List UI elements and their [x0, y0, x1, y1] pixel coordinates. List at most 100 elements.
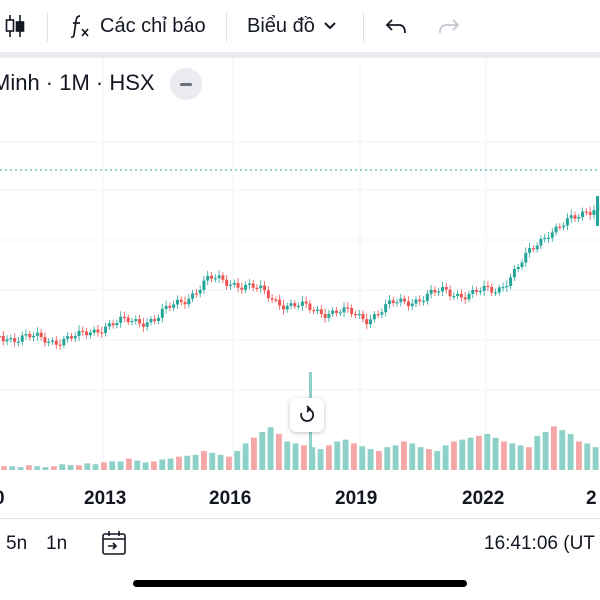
volume-bar	[1, 466, 7, 470]
volume-bar	[42, 467, 49, 470]
chart-style-button[interactable]	[4, 0, 26, 52]
candle-body	[157, 317, 161, 321]
rotate-icon	[300, 405, 315, 422]
collapse-legend-button[interactable]	[170, 68, 202, 100]
candle-body	[54, 340, 58, 345]
candle-body	[323, 314, 327, 318]
candle-body	[562, 225, 566, 228]
volume-bar	[151, 461, 157, 470]
volume-bar	[392, 445, 399, 470]
candle-body	[266, 290, 270, 299]
candle-body	[524, 252, 528, 263]
timezone-clock[interactable]: 16:41:06 (UT	[484, 533, 595, 554]
candle-body	[236, 282, 240, 288]
volume-bar	[109, 461, 116, 470]
volume-bar	[234, 451, 241, 470]
candle-body	[247, 283, 251, 285]
candle-body	[285, 305, 289, 310]
volume-bar	[434, 451, 441, 470]
candle-body	[448, 289, 452, 297]
range-button-5y[interactable]: 5n	[6, 533, 28, 554]
volume-bar	[442, 445, 449, 470]
x-axis-tick-label: 2022	[462, 488, 504, 509]
candle-body	[126, 317, 130, 323]
candle-body	[104, 326, 108, 333]
volume-bar	[101, 462, 107, 470]
candle-body	[47, 341, 51, 343]
volume-bar	[34, 466, 41, 470]
volume-bar	[326, 445, 332, 470]
candle-body	[251, 283, 255, 288]
candle-body	[32, 335, 36, 338]
volume-bar	[126, 458, 132, 470]
candle-body	[475, 289, 479, 292]
candle-body	[550, 232, 554, 238]
home-indicator	[133, 580, 467, 587]
x-axis-tick-label: 2	[586, 488, 597, 509]
volume-bar	[534, 435, 541, 470]
candle-body	[0, 336, 1, 338]
candle-body	[546, 237, 550, 239]
chart-type-dropdown[interactable]: Biểu đồ	[247, 0, 337, 52]
candle-body	[62, 338, 66, 346]
volume-bar	[467, 437, 474, 470]
bottom-divider	[0, 518, 600, 519]
candle-body	[471, 289, 475, 294]
candle-body	[263, 285, 267, 291]
volume-bar	[384, 447, 391, 470]
go-to-date-button[interactable]	[100, 529, 128, 562]
candle-body	[179, 299, 183, 302]
redo-icon	[439, 19, 460, 34]
volume-bar	[142, 462, 149, 470]
candle-body	[410, 303, 414, 307]
candle-body	[516, 266, 520, 269]
volume-bar	[451, 441, 457, 470]
indicators-button[interactable]: Các chỉ báo	[68, 0, 206, 52]
candle-body	[387, 300, 391, 305]
candle-body	[437, 291, 441, 293]
indicators-label: Các chỉ báo	[100, 14, 206, 37]
candle-body	[425, 293, 429, 301]
function-icon	[70, 15, 89, 39]
candle-body	[350, 307, 354, 314]
candle-body	[486, 285, 490, 288]
chart-type-label: Biểu đồ	[247, 14, 315, 37]
candle-body	[577, 216, 581, 219]
candle-body	[300, 301, 304, 306]
volume-bar	[526, 447, 532, 470]
x-axis-tick-label: 2019	[335, 488, 377, 509]
candle-body	[16, 341, 20, 343]
candle-body	[274, 299, 278, 301]
candle-body	[175, 299, 179, 305]
minus-icon	[180, 82, 192, 86]
candle-body	[581, 211, 585, 217]
candle-body	[81, 330, 85, 333]
volume-bar	[309, 447, 316, 470]
candle-body	[244, 284, 248, 290]
candle-body	[145, 322, 149, 327]
range-button-1y[interactable]: 1n	[46, 533, 68, 554]
redo-button[interactable]	[437, 0, 461, 52]
candle-body	[28, 334, 32, 338]
reset-chart-button[interactable]	[290, 398, 324, 432]
candle-body	[399, 298, 403, 303]
undo-button[interactable]	[384, 0, 408, 52]
price-chart[interactable]: 0 2013 2016 2019 2022 2	[0, 58, 600, 518]
volume-bar	[159, 459, 166, 470]
candle-body	[493, 292, 497, 294]
volume-bar	[492, 437, 499, 470]
candle-body	[85, 331, 89, 336]
candle-body	[512, 268, 516, 278]
volume-bar	[567, 433, 574, 470]
volume-bar	[92, 464, 99, 470]
candle-body	[346, 307, 350, 309]
candle-body	[240, 287, 244, 290]
candle-body	[5, 339, 9, 342]
candle-body	[225, 279, 229, 286]
candle-body	[501, 286, 505, 289]
toolbar-divider	[0, 52, 600, 58]
candle-body	[444, 287, 448, 290]
candle-body	[191, 293, 195, 299]
volume-bar	[367, 449, 374, 470]
volume-bar	[67, 465, 74, 470]
